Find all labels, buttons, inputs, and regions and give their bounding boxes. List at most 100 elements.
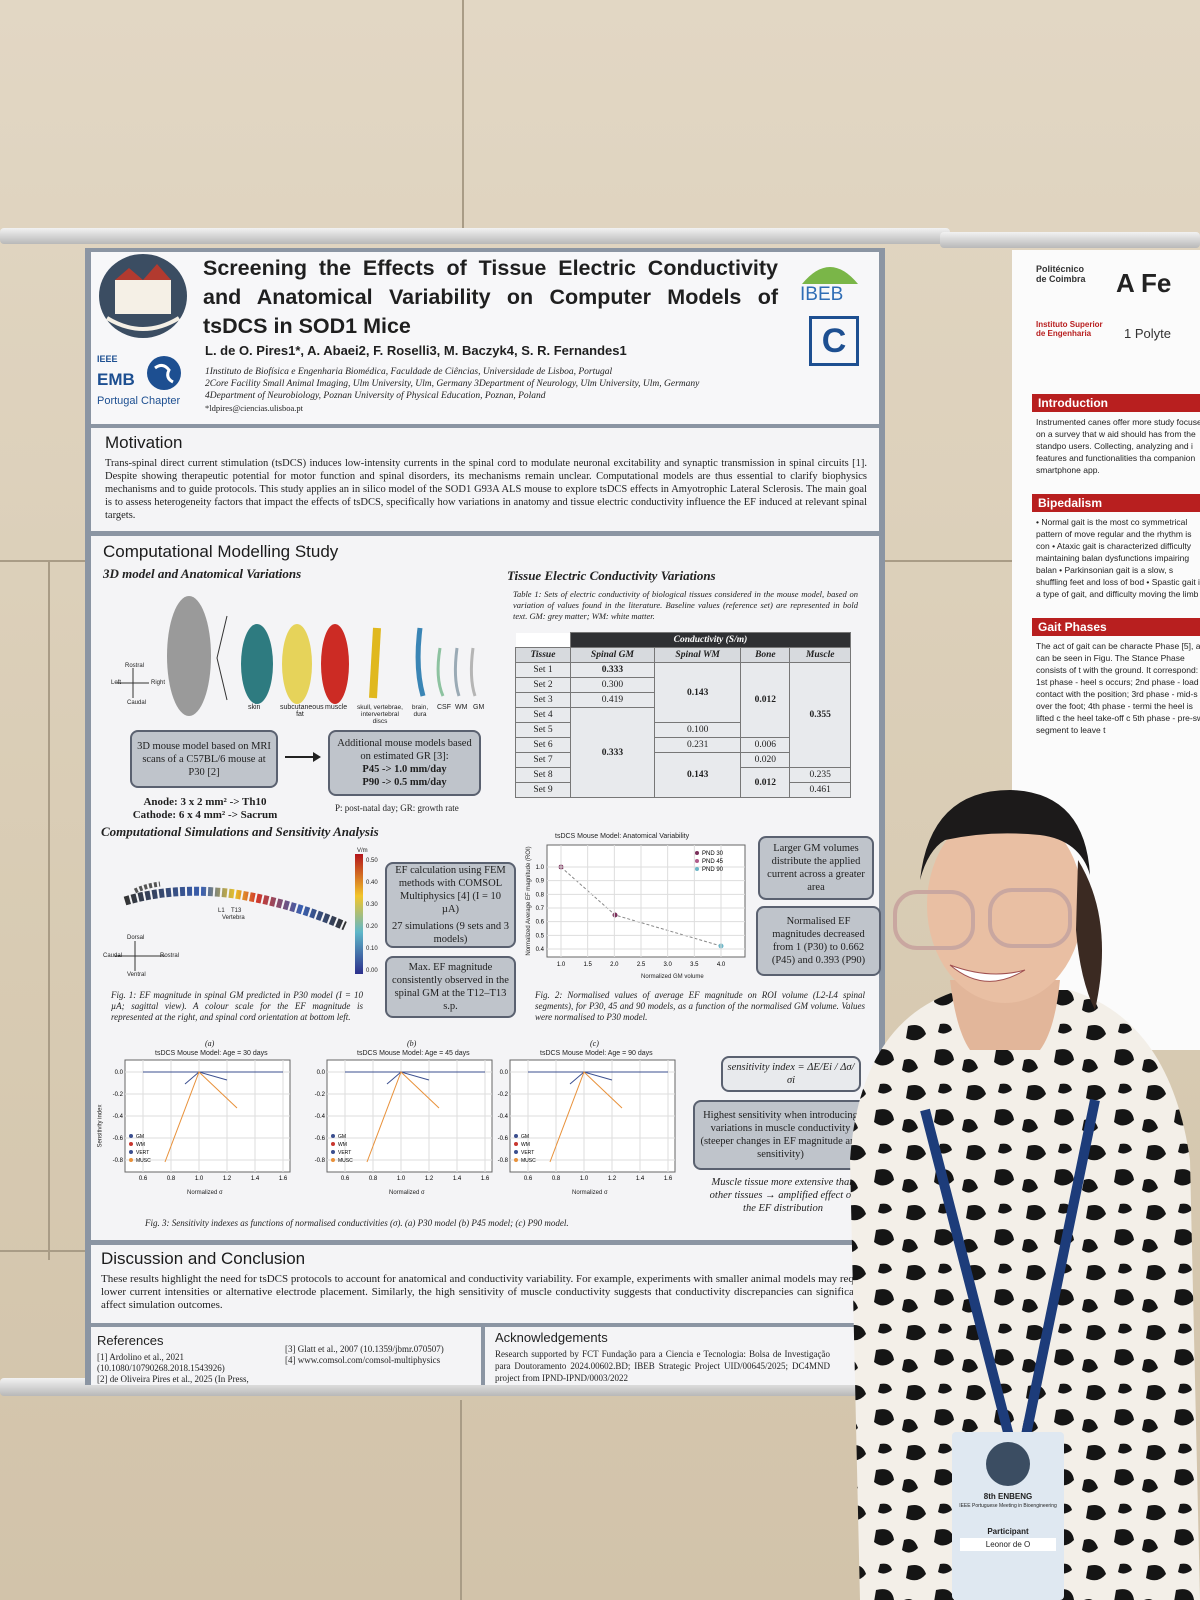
y-tick-label: 0.0 xyxy=(115,1070,124,1076)
colorbar-tick: 0.30 xyxy=(366,902,378,908)
cell: 0.333 xyxy=(569,707,655,798)
fc-logo: C xyxy=(809,316,859,366)
x-tick-label: 1.0 xyxy=(195,1176,204,1182)
fig1-label: T13 xyxy=(231,908,242,914)
cell: 0.333 xyxy=(569,662,655,678)
fig1-caption: Fig. 1: EF magnitude in spinal GM predic… xyxy=(111,990,363,1022)
colorbar-tick: 0.20 xyxy=(366,924,378,930)
tissue-label: CSF xyxy=(437,704,451,711)
tissue-csf xyxy=(436,647,445,697)
formula-box: sensitivity index = ΔE/Ei / Δσ/σi xyxy=(721,1056,861,1092)
legend-swatch xyxy=(331,1134,335,1138)
legend-swatch xyxy=(514,1158,518,1162)
legend-swatch xyxy=(331,1142,335,1146)
y-tick-label: 0.4 xyxy=(536,947,545,953)
legend-label: MUSC xyxy=(338,1158,353,1164)
legend-label: VERT xyxy=(521,1150,534,1156)
table-row: Set 2 0.300 xyxy=(515,677,851,693)
cell: 0.231 xyxy=(653,737,742,753)
hanging-rail xyxy=(940,232,1200,248)
arrow-head xyxy=(313,752,321,762)
wall-seam xyxy=(0,560,85,562)
fig2-caption: Fig. 2: Normalised values of average EF … xyxy=(535,990,865,1022)
y-tick-label: 0.7 xyxy=(536,906,545,912)
hanging-rail xyxy=(0,228,950,244)
legend-label: WM xyxy=(338,1142,347,1148)
tissue-fat xyxy=(282,624,312,704)
legend-label: GM xyxy=(521,1134,529,1140)
y-tick-label: 0.9 xyxy=(536,879,545,885)
tissue-skin xyxy=(241,624,273,704)
x-tick-label: 0.8 xyxy=(552,1176,561,1182)
y-tick-label: -0.8 xyxy=(113,1158,124,1164)
section-heading: Bipedalism xyxy=(1032,494,1200,512)
legend-label: MUSC xyxy=(136,1158,151,1164)
muscle-note: Muscle tissue more extensive than other … xyxy=(709,1177,857,1214)
box-line: EF calculation using FEM methods with CO… xyxy=(395,865,506,915)
globe xyxy=(147,356,181,390)
y-tick-label: -0.6 xyxy=(113,1136,124,1142)
y-tick-label: 0.8 xyxy=(536,892,545,898)
legend-label: VERT xyxy=(136,1150,149,1156)
emblem-houses xyxy=(115,280,171,314)
x-tick-label: 1.0 xyxy=(557,962,566,968)
wall-seam xyxy=(48,560,50,1260)
colorbar-tick: 0.10 xyxy=(366,946,378,952)
section-heading: Gait Phases xyxy=(1032,618,1200,636)
spinal-cord-figure xyxy=(115,854,363,974)
cell: 0.355 xyxy=(789,662,851,768)
x-tick-label: 4.0 xyxy=(717,962,726,968)
chapter-logo: Portugal Chapter xyxy=(97,395,181,407)
y-tick-label: 0.0 xyxy=(317,1070,326,1076)
x-tick-label: 2.5 xyxy=(637,962,646,968)
orientation-label: Caudal xyxy=(127,700,147,706)
table-header: Spinal GM xyxy=(569,647,655,663)
table-row: Set 5 0.100 xyxy=(515,722,851,738)
neighbor-title: A Fe xyxy=(1116,268,1172,298)
legend-swatch xyxy=(695,851,699,855)
wall-seam xyxy=(885,560,1015,562)
normalised-box: Normalised EF magnitudes decreased from … xyxy=(756,906,881,976)
orientation-label: Right xyxy=(151,680,166,686)
y-tick-label: -0.6 xyxy=(315,1136,326,1142)
table-group: Conductivity (S/m) xyxy=(569,632,852,648)
cell: Set 3 xyxy=(515,692,571,708)
affiliation: 2Core Facility Small Animal Imaging, Ulm… xyxy=(205,379,700,389)
fig3: (a) tsDCS Mouse Model: Age = 30 days 0.6 0.… xyxy=(85,1039,685,1213)
section-heading: Discussion and Conclusion xyxy=(101,1249,306,1268)
ack-panel xyxy=(485,1327,879,1385)
legend-label: GM xyxy=(136,1134,144,1140)
highest-box: Highest sensitivity when introducing var… xyxy=(693,1100,868,1170)
table-caption: Table 1: Sets of electric conductivity o… xyxy=(513,589,858,621)
y-tick-label: -0.2 xyxy=(113,1092,124,1098)
legend-swatch xyxy=(129,1158,133,1162)
reference-list: [3] Glatt et al., 2007 (10.1359/jbmr.070… xyxy=(285,1344,475,1366)
y-axis-label: Sensitivity index xyxy=(97,1104,104,1148)
cell: 0.419 xyxy=(569,692,655,708)
cell: 0.006 xyxy=(740,737,791,753)
sensitivity-plot: 0.6 0.8 1.0 1.2 1.4 1.6 0.0 -0.2 -0.4 -0.6 -0.8 GM W… xyxy=(113,1059,291,1182)
cell: Set 4 xyxy=(515,707,571,723)
legend-label: GM xyxy=(338,1134,346,1140)
tissue-skeleton xyxy=(369,627,381,699)
legend-swatch xyxy=(514,1150,518,1154)
x-tick-label: 0.8 xyxy=(167,1176,176,1182)
tissue-wm xyxy=(453,647,461,697)
arrow xyxy=(285,752,321,762)
badge-logo xyxy=(986,1442,1030,1486)
fig2-plot: 1.0 1.5 2.0 2.5 3.0 3.5 4.0 1.0 0.9 0.8 0.7 0.6 0.5 0… xyxy=(536,844,746,968)
face xyxy=(927,807,1083,1003)
panel-title: tsDCS Mouse Model: Age = 90 days xyxy=(540,1050,653,1057)
poster-title: Screening the Effects of Tissue Electric… xyxy=(203,256,778,338)
legend-label: PND 30 xyxy=(702,851,724,857)
badge-subtitle: IEEE Portuguese Meeting in Bioengineerin… xyxy=(959,1503,1057,1509)
curve xyxy=(366,1071,440,1163)
wall-seam xyxy=(460,1400,462,1600)
y-tick-label: -0.6 xyxy=(498,1136,509,1142)
cell: Set 5 xyxy=(515,722,571,738)
legend-label: WM xyxy=(521,1142,530,1148)
max-box: Max. EF magnitude consistently observed … xyxy=(385,956,516,1018)
spinal-cord xyxy=(123,886,347,931)
legend-label: WM xyxy=(136,1142,145,1148)
neighbor-poster: Politécnico de Coimbra Instituto Superio… xyxy=(1012,250,1200,1050)
